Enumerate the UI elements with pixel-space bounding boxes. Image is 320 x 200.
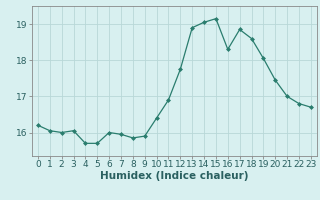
X-axis label: Humidex (Indice chaleur): Humidex (Indice chaleur) [100,171,249,181]
